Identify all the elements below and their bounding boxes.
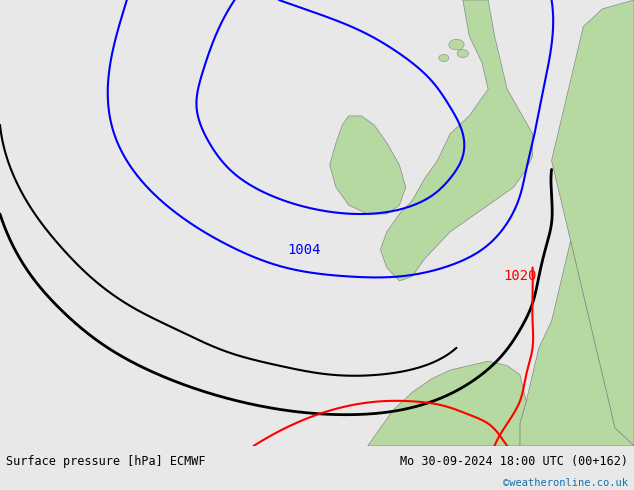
Text: 1004: 1004 (288, 243, 321, 257)
Polygon shape (330, 116, 406, 214)
Circle shape (457, 49, 469, 57)
Polygon shape (368, 361, 526, 446)
Polygon shape (520, 241, 634, 446)
Text: Mo 30-09-2024 18:00 UTC (00+162): Mo 30-09-2024 18:00 UTC (00+162) (399, 455, 628, 468)
Text: 1020: 1020 (503, 270, 536, 283)
Circle shape (439, 54, 449, 62)
Polygon shape (552, 0, 634, 446)
Circle shape (449, 39, 464, 50)
Text: ©weatheronline.co.uk: ©weatheronline.co.uk (503, 478, 628, 489)
Polygon shape (380, 0, 533, 281)
Text: Surface pressure [hPa] ECMWF: Surface pressure [hPa] ECMWF (6, 455, 206, 468)
